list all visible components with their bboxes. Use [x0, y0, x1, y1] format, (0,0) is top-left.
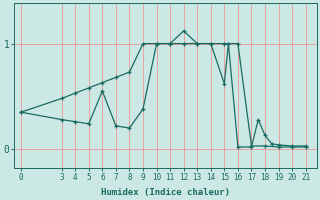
X-axis label: Humidex (Indice chaleur): Humidex (Indice chaleur): [101, 188, 230, 197]
